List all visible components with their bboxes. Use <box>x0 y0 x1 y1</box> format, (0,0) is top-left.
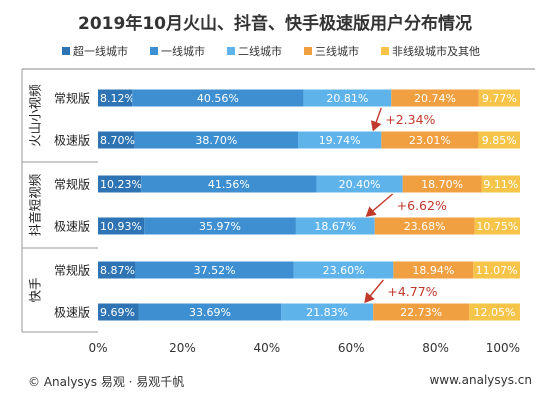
annotation-label: +2.34% <box>385 112 435 127</box>
row-label: 极速版 <box>54 134 90 148</box>
data-label: 10.75% <box>476 220 518 233</box>
legend-label: 一线城市 <box>161 44 205 58</box>
data-label: 20.81% <box>326 92 368 105</box>
bar-segment <box>391 89 479 107</box>
bar-segment <box>303 89 392 107</box>
data-label: 8.87% <box>100 264 135 277</box>
bar-segment <box>393 261 474 279</box>
bar-segment <box>98 175 142 193</box>
bar-segment <box>373 303 470 321</box>
bar-segment <box>316 175 403 193</box>
legend-swatch <box>62 47 70 55</box>
bar-segment <box>138 303 282 321</box>
data-label: 23.60% <box>323 264 365 277</box>
row-label: 极速版 <box>54 220 90 234</box>
bar-segment <box>478 131 520 149</box>
chart-title: 2019年10月火山、抖音、快手极速版用户分布情况 <box>78 14 472 34</box>
row-label: 常规版 <box>54 91 90 106</box>
bar-segment <box>134 131 299 149</box>
data-label: 9.85% <box>482 134 517 147</box>
annotation-label: +6.62% <box>397 198 447 213</box>
bar-segment <box>295 217 375 235</box>
bar-segment <box>293 261 394 279</box>
x-tick-label: 80% <box>422 341 449 355</box>
bar-segment <box>281 303 374 321</box>
annotation-label: +4.77% <box>387 284 437 299</box>
legend-swatch <box>381 47 389 55</box>
data-label: 9.77% <box>482 92 517 105</box>
data-label: 20.74% <box>414 92 456 105</box>
data-label: 10.93% <box>100 220 142 233</box>
bar-segment <box>481 175 520 193</box>
data-label: 18.70% <box>421 178 463 191</box>
row-label: 常规版 <box>54 263 90 278</box>
annotation-arrow <box>370 107 382 132</box>
bar-segment <box>474 217 520 235</box>
data-label: 12.05% <box>474 306 516 319</box>
legend-label: 三线城市 <box>315 44 359 58</box>
data-label: 18.67% <box>314 220 356 233</box>
legend-swatch <box>304 47 312 55</box>
bar-segment <box>374 217 475 235</box>
bar-segment <box>473 261 520 279</box>
footer-url: www.analysys.cn <box>429 373 532 387</box>
bar-segment <box>298 131 382 149</box>
data-label: 21.83% <box>306 306 348 319</box>
bar-segment <box>478 89 520 107</box>
bar-segment <box>132 89 304 107</box>
group-label: 抖音短视频 <box>28 173 43 236</box>
data-label: 8.70% <box>100 134 135 147</box>
data-label: 23.68% <box>404 220 446 233</box>
bar-segment <box>98 303 139 321</box>
legend-swatch <box>150 47 158 55</box>
data-label: 9.69% <box>100 306 135 319</box>
data-label: 9.11% <box>483 178 518 191</box>
bar-segment <box>135 261 294 279</box>
bar-segment <box>98 217 145 235</box>
bar-segment <box>402 175 482 193</box>
legend-label: 非线级城市及其他 <box>392 44 480 58</box>
bar-segment <box>381 131 479 149</box>
footer-source: © Analysys 易观 · 易观千帆 <box>28 375 185 389</box>
data-label: 10.23% <box>100 178 142 191</box>
data-label: 40.56% <box>197 92 239 105</box>
legend-label: 超一线城市 <box>73 44 128 58</box>
x-tick-label: 60% <box>338 341 365 355</box>
data-label: 8.12% <box>100 92 135 105</box>
group-label: 火山小视频 <box>28 84 43 147</box>
bar-segment <box>98 89 133 107</box>
data-label: 20.40% <box>339 178 381 191</box>
bar-segment <box>98 131 135 149</box>
data-label: 41.56% <box>208 178 250 191</box>
data-label: 22.73% <box>400 306 442 319</box>
legend-swatch <box>227 47 235 55</box>
bar-segment <box>469 303 520 321</box>
row-label: 常规版 <box>54 177 90 192</box>
x-tick-label: 20% <box>169 341 196 355</box>
data-label: 35.97% <box>199 220 241 233</box>
data-label: 23.01% <box>409 134 451 147</box>
data-label: 37.52% <box>194 264 236 277</box>
x-tick-label: 0% <box>88 341 107 355</box>
data-label: 33.69% <box>189 306 231 319</box>
bar-segment <box>98 261 136 279</box>
bar-segment <box>144 217 296 235</box>
data-label: 11.07% <box>476 264 518 277</box>
row-label: 极速版 <box>54 306 90 320</box>
data-label: 18.94% <box>412 264 454 277</box>
annotation-arrow <box>364 279 384 304</box>
annotation-arrow <box>365 193 394 217</box>
data-label: 38.70% <box>195 134 237 147</box>
x-tick-label: 100% <box>486 341 520 355</box>
legend-label: 二线城市 <box>238 44 282 58</box>
group-label: 快手 <box>28 277 43 302</box>
x-tick-label: 40% <box>253 341 280 355</box>
bar-segment <box>141 175 317 193</box>
data-label: 19.74% <box>319 134 361 147</box>
